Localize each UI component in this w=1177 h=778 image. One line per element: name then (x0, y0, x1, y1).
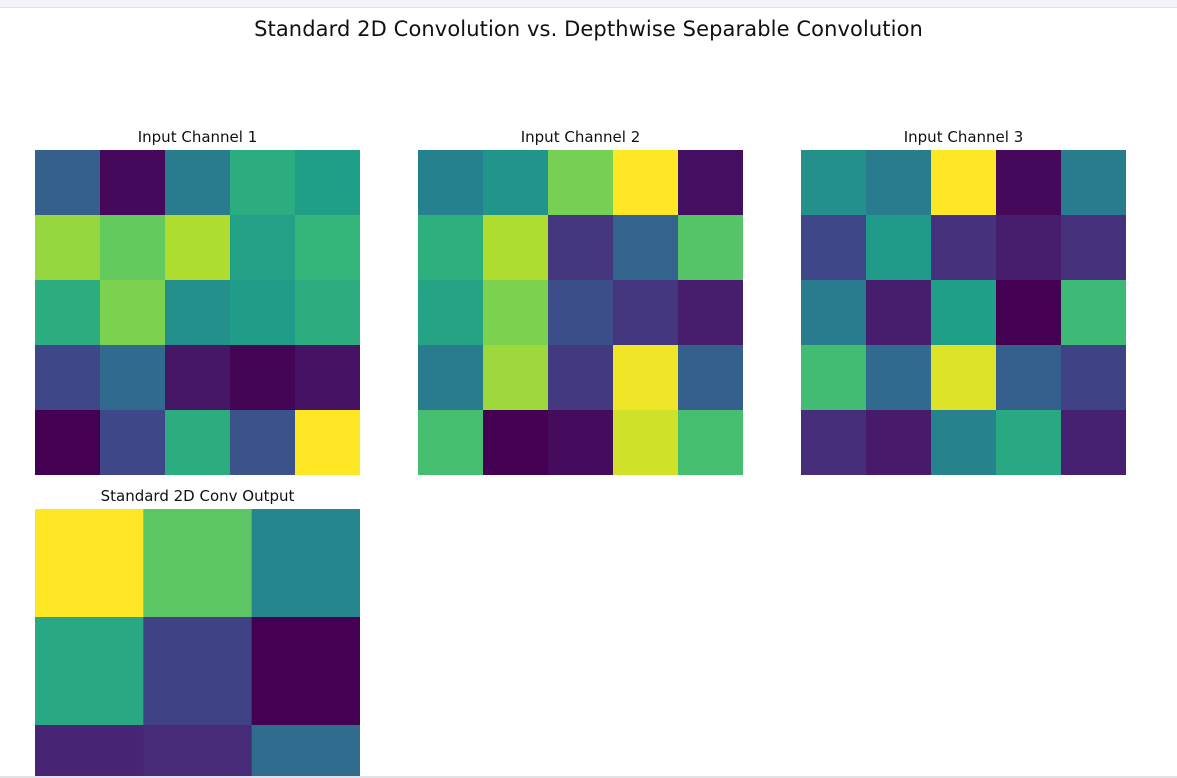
heatmap-cell-r1-c2 (251, 617, 360, 726)
heatmap-cell-r1-c2 (165, 215, 231, 281)
heatmap-cell-r0-c4 (1061, 150, 1126, 216)
heatmap-cell-r0-c4 (295, 150, 360, 216)
heatmap-cell-r0-c2 (165, 150, 231, 216)
heatmap-cell-r0-c2 (548, 150, 614, 216)
heatmap-cell-r3-c2 (548, 345, 614, 411)
heatmap-cell-r2-c3 (996, 280, 1062, 346)
heatmap-cell-r1-c0 (35, 215, 101, 281)
heatmap-cell-r0-c0 (418, 150, 484, 216)
heatmap-cell-r4-c4 (295, 410, 360, 475)
heatmap-cell-r3-c0 (35, 345, 101, 411)
panel-title-input-channel-1: Input Channel 1 (137, 128, 258, 146)
heatmap-cell-r1-c1 (143, 617, 253, 726)
heatmap-cell-r3-c2 (165, 345, 231, 411)
heatmap-cell-r4-c0 (801, 410, 867, 475)
heatmap-cell-r3-c3 (613, 345, 679, 411)
heatmap-cell-r4-c1 (866, 410, 932, 475)
heatmap-cell-r4-c2 (165, 410, 231, 475)
heatmap-cell-r2-c1 (866, 280, 932, 346)
heatmap-cell-r1-c4 (678, 215, 743, 281)
heatmap-cell-r4-c1 (483, 410, 549, 475)
heatmap-cell-r3-c4 (1061, 345, 1126, 411)
heatmap-cell-r3-c3 (230, 345, 296, 411)
heatmap-cell-r2-c1 (483, 280, 549, 346)
heatmap-cell-r1-c4 (295, 215, 360, 281)
heatmap-cell-r4-c4 (678, 410, 743, 475)
heatmap-cell-r1-c2 (548, 215, 614, 281)
heatmap-cell-r0-c3 (613, 150, 679, 216)
heatmap-cell-r4-c3 (230, 410, 296, 475)
heatmap-cell-r1-c1 (100, 215, 166, 281)
window-bottom-edge (0, 776, 1177, 778)
heatmap-cell-r4-c2 (548, 410, 614, 475)
heatmap-cell-r2-c1 (100, 280, 166, 346)
heatmap-cell-r4-c3 (613, 410, 679, 475)
heatmap-cell-r3-c2 (931, 345, 997, 411)
heatmap-cell-r3-c4 (678, 345, 743, 411)
heatmap-cell-r2-c4 (295, 280, 360, 346)
heatmap-cell-r0-c1 (483, 150, 549, 216)
heatmap-cell-r1-c0 (801, 215, 867, 281)
heatmap-input-channel-2 (418, 150, 743, 475)
heatmap-cell-r0-c1 (866, 150, 932, 216)
heatmap-cell-r2-c2 (251, 725, 360, 777)
heatmap-cell-r1-c1 (483, 215, 549, 281)
heatmap-cell-r3-c0 (801, 345, 867, 411)
heatmap-input-channel-3 (801, 150, 1126, 475)
heatmap-cell-r2-c3 (230, 280, 296, 346)
heatmap-cell-r2-c4 (678, 280, 743, 346)
panel-title-input-channel-2: Input Channel 2 (520, 128, 641, 146)
heatmap-cell-r3-c1 (100, 345, 166, 411)
heatmap-cell-r1-c2 (931, 215, 997, 281)
heatmap-cell-r3-c0 (418, 345, 484, 411)
heatmap-cell-r0-c2 (251, 509, 360, 618)
heatmap-cell-r0-c0 (35, 150, 101, 216)
heatmap-cell-r2-c2 (548, 280, 614, 346)
panel-title-input-channel-3: Input Channel 3 (903, 128, 1024, 146)
heatmap-cell-r2-c3 (613, 280, 679, 346)
heatmap-cell-r1-c3 (230, 215, 296, 281)
heatmap-cell-r3-c3 (996, 345, 1062, 411)
heatmap-cell-r0-c1 (143, 509, 253, 618)
heatmap-cell-r3-c1 (866, 345, 932, 411)
heatmap-cell-r1-c0 (418, 215, 484, 281)
heatmap-cell-r0-c3 (996, 150, 1062, 216)
heatmap-cell-r2-c0 (418, 280, 484, 346)
heatmap-cell-r4-c2 (931, 410, 997, 475)
heatmap-cell-r4-c1 (100, 410, 166, 475)
heatmap-cell-r2-c1 (143, 725, 253, 777)
heatmap-standard-conv-output (35, 509, 360, 777)
heatmap-cell-r2-c0 (801, 280, 867, 346)
heatmap-cell-r0-c4 (678, 150, 743, 216)
figure-suptitle: Standard 2D Convolution vs. Depthwise Se… (254, 17, 923, 41)
heatmap-cell-r3-c1 (483, 345, 549, 411)
heatmap-cell-r2-c0 (35, 280, 101, 346)
heatmap-cell-r0-c0 (35, 509, 144, 618)
heatmap-cell-r2-c2 (931, 280, 997, 346)
heatmap-cell-r3-c4 (295, 345, 360, 411)
heatmap-input-channel-1 (35, 150, 360, 475)
heatmap-cell-r1-c0 (35, 617, 144, 726)
heatmap-cell-r2-c4 (1061, 280, 1126, 346)
heatmap-cell-r1-c4 (1061, 215, 1126, 281)
heatmap-cell-r0-c0 (801, 150, 867, 216)
heatmap-cell-r4-c3 (996, 410, 1062, 475)
heatmap-cell-r2-c0 (35, 725, 144, 777)
heatmap-cell-r2-c2 (165, 280, 231, 346)
heatmap-cell-r1-c1 (866, 215, 932, 281)
heatmap-cell-r4-c0 (35, 410, 101, 475)
window-top-edge (0, 0, 1177, 8)
heatmap-cell-r4-c0 (418, 410, 484, 475)
heatmap-cell-r1-c3 (613, 215, 679, 281)
heatmap-cell-r0-c2 (931, 150, 997, 216)
panel-title-standard-conv-output: Standard 2D Conv Output (100, 487, 295, 505)
heatmap-cell-r4-c4 (1061, 410, 1126, 475)
heatmap-cell-r0-c1 (100, 150, 166, 216)
heatmap-cell-r0-c3 (230, 150, 296, 216)
heatmap-cell-r1-c3 (996, 215, 1062, 281)
